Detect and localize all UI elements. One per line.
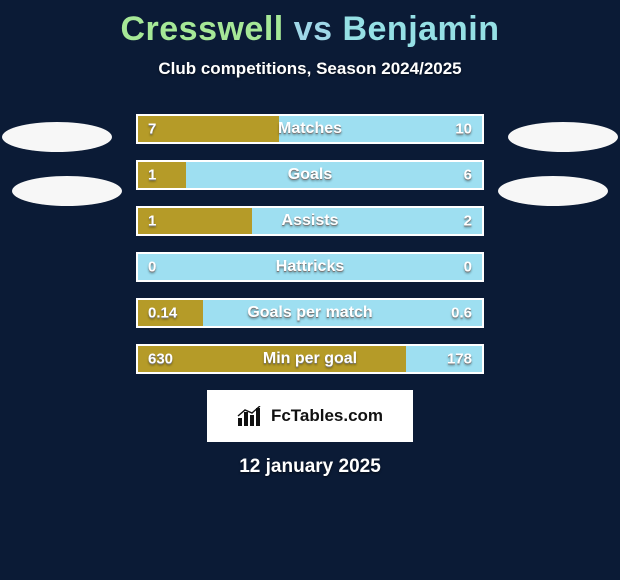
player2-name: Benjamin [342, 10, 499, 48]
comparison-title: Cresswell vs Benjamin [0, 0, 620, 49]
stat-left-value: 7 [148, 121, 156, 138]
stat-label: Goals per match [247, 304, 372, 322]
player2-photo-placeholder-2 [498, 176, 608, 206]
stat-label: Assists [282, 212, 339, 230]
stat-left-value: 0.14 [148, 305, 177, 322]
stat-bar-left-fill [138, 162, 186, 188]
stat-bars: 7 Matches 10 1 Goals 6 1 Assists 2 0 Hattricks 0 0.1… [136, 114, 484, 374]
stat-label: Matches [278, 120, 342, 138]
stat-bar: 7 Matches 10 [136, 114, 484, 144]
bar-chart-icon [237, 406, 265, 426]
player2-photo-placeholder [508, 122, 618, 152]
subtitle: Club competitions, Season 2024/2025 [0, 59, 620, 79]
snapshot-date: 12 january 2025 [0, 456, 620, 478]
stat-left-value: 1 [148, 213, 156, 230]
stat-bar: 0 Hattricks 0 [136, 252, 484, 282]
player1-photo-placeholder [2, 122, 112, 152]
stat-bar: 1 Assists 2 [136, 206, 484, 236]
stat-right-value: 2 [464, 213, 472, 230]
stat-label: Goals [288, 166, 332, 184]
stat-bar: 630 Min per goal 178 [136, 344, 484, 374]
stat-left-value: 1 [148, 167, 156, 184]
stat-label: Min per goal [263, 350, 357, 368]
vs-label: vs [294, 10, 333, 48]
stat-left-value: 0 [148, 259, 156, 276]
stat-left-value: 630 [148, 351, 173, 368]
stat-bar: 1 Goals 6 [136, 160, 484, 190]
stat-right-value: 10 [455, 121, 472, 138]
stat-right-value: 0 [464, 259, 472, 276]
stat-right-value: 6 [464, 167, 472, 184]
stat-bar-left-fill [138, 116, 279, 142]
player1-name: Cresswell [120, 10, 283, 48]
stat-bar: 0.14 Goals per match 0.6 [136, 298, 484, 328]
player1-photo-placeholder-2 [12, 176, 122, 206]
stat-label: Hattricks [276, 258, 344, 276]
stat-right-value: 178 [447, 351, 472, 368]
fctables-logo: FcTables.com [207, 390, 413, 442]
stat-right-value: 0.6 [451, 305, 472, 322]
logo-text: FcTables.com [271, 406, 383, 426]
